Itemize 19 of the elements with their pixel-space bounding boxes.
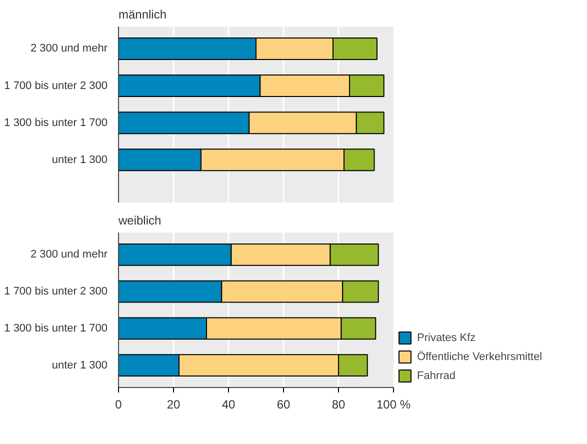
y-tick-label: 1 700 bis unter 2 300 (4, 80, 108, 92)
y-tick-label: unter 1 300 (52, 359, 108, 372)
y-tick-label: unter 1 300 (52, 154, 108, 166)
y-tick-label: 1 700 bis unter 2 300 (4, 286, 108, 298)
y-tick-label: 1 300 bis unter 1 700 (4, 116, 108, 129)
legend-label: Öffentliche Verkehrsmittel (417, 350, 542, 362)
y-tick-label: 2 300 und mehr (30, 248, 108, 261)
y-tick-label: 1 300 bis unter 1 700 (4, 322, 108, 334)
x-tick-label: 60 (276, 398, 290, 412)
x-tick-label: 80 (332, 398, 346, 412)
x-tick-label: 100 % (376, 398, 411, 412)
x-tick-label: 0 (115, 398, 122, 412)
x-tick-label: 40 (222, 398, 236, 412)
legend-label: Privates Kfz (417, 332, 476, 344)
y-tick-label: 2 300 und mehr (30, 42, 108, 55)
x-tick-label: 20 (166, 398, 180, 412)
chart-title: weiblich (118, 214, 162, 228)
legend-label: Fahrrad (417, 370, 456, 382)
chart-title: männlich (118, 8, 167, 22)
